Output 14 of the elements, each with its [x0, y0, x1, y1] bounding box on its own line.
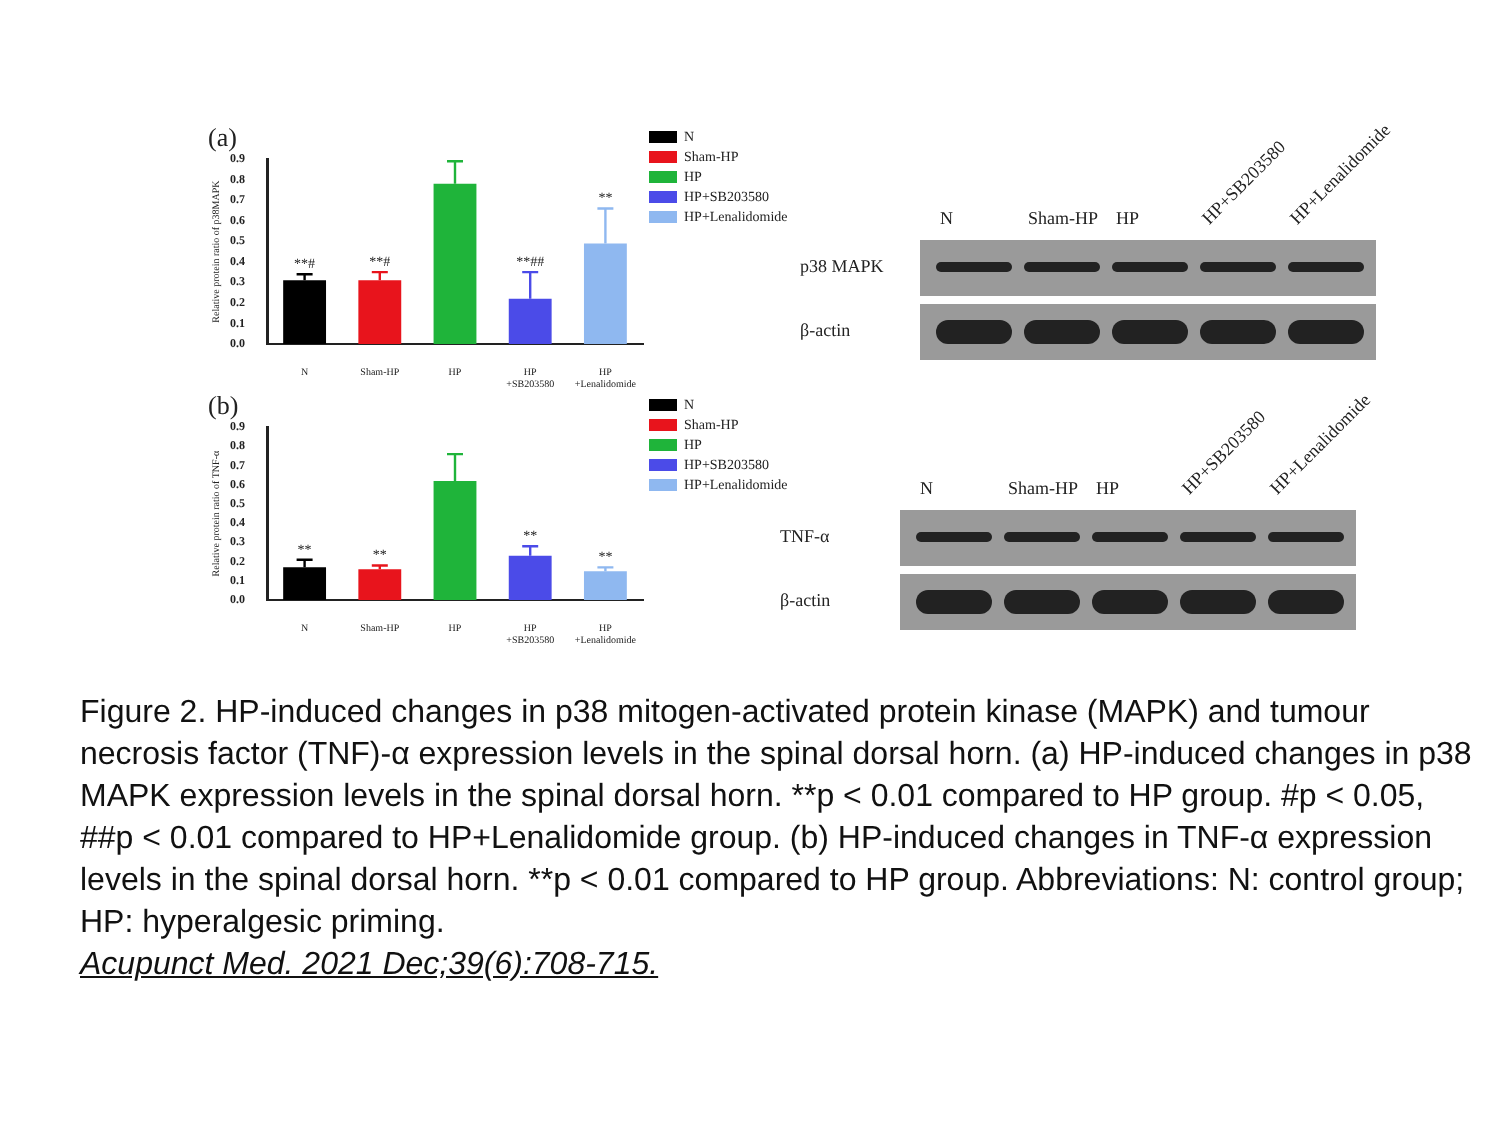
text: Acupunct Med. 2021 Dec;39(6):708-715.	[80, 946, 661, 986]
text: p38 MAPK	[800, 256, 884, 276]
caption: Figure 2. HP-induced changes in p38 mitogen-activated protein kinase (MAPK) and tumour necrosis factor (TNF)-α expression levels in the spinal dorsal horn. (a) HP-induced changes in p38 MAPK expression levels in the spinal dorsal horn. **p < 0.01 compared to HP group. #p < 0.05, ##p < 0.01 compared to HP+Lenalidomide group. (b) HP-induced changes in TNF-α expression levels in the spinal dorsal horn. **p < 0.01 compared to HP group. Abbreviations: N: control group; HP: hyperalgesic priming.	[80, 694, 1474, 944]
text: β-actin	[780, 590, 831, 610]
text: Sham-HP	[1028, 208, 1099, 228]
chart-title: (b)	[208, 390, 239, 421]
chart-title: (a)	[208, 122, 237, 153]
text: HP	[1116, 208, 1140, 228]
text: Sham-HP	[1008, 478, 1079, 498]
text: TNF-α	[780, 526, 830, 546]
text: HP	[1096, 478, 1120, 498]
text: N	[940, 208, 953, 228]
text: β-actin	[800, 320, 851, 340]
text: N	[920, 478, 933, 498]
